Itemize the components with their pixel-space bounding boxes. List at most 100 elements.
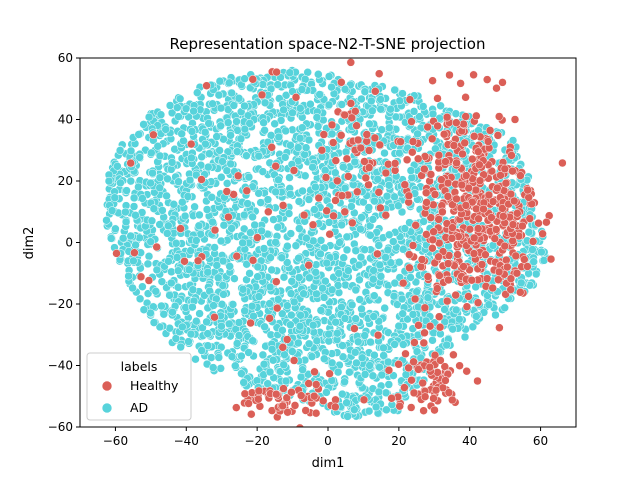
healthy-point xyxy=(448,223,457,232)
ad-point xyxy=(389,237,398,246)
y-tick-label: −40 xyxy=(48,359,73,373)
ad-point xyxy=(260,126,269,135)
ad-point xyxy=(163,229,172,238)
healthy-point xyxy=(456,79,465,88)
healthy-point xyxy=(375,140,385,150)
ad-point xyxy=(306,99,315,109)
healthy-point xyxy=(362,130,372,139)
ad-point xyxy=(267,265,276,275)
ad-point xyxy=(237,369,246,378)
ad-point xyxy=(240,101,249,111)
healthy-point xyxy=(271,389,281,399)
ad-point xyxy=(340,377,349,387)
ad-point xyxy=(227,352,237,361)
healthy-point xyxy=(452,194,461,204)
healthy-point xyxy=(406,403,416,412)
healthy-point xyxy=(374,69,384,78)
healthy-point xyxy=(353,187,362,197)
healthy-point xyxy=(401,349,410,359)
healthy-point xyxy=(420,328,429,338)
ad-point xyxy=(342,398,351,407)
healthy-point xyxy=(472,111,481,121)
healthy-point xyxy=(248,256,258,265)
ad-point xyxy=(174,112,183,121)
healthy-point xyxy=(447,234,457,243)
ad-point xyxy=(254,292,264,301)
ad-point xyxy=(113,162,122,171)
healthy-point xyxy=(501,178,511,188)
ad-point xyxy=(174,177,183,186)
healthy-point xyxy=(498,78,507,87)
ad-point xyxy=(351,314,360,323)
ad-point xyxy=(184,337,193,346)
healthy-point xyxy=(396,137,405,146)
healthy-point xyxy=(443,178,453,188)
ad-point xyxy=(149,318,159,327)
ad-point xyxy=(237,351,246,361)
ad-point xyxy=(203,329,212,338)
healthy-point xyxy=(510,115,520,124)
healthy-point xyxy=(400,383,409,392)
healthy-point xyxy=(404,191,414,201)
ad-point xyxy=(238,285,248,294)
healthy-point xyxy=(482,75,492,84)
healthy-point xyxy=(272,303,282,313)
ad-point xyxy=(126,231,135,241)
healthy-point xyxy=(425,362,435,372)
healthy-point xyxy=(347,113,357,123)
ad-point xyxy=(188,302,197,312)
healthy-point xyxy=(420,392,430,401)
healthy-point xyxy=(508,236,517,246)
ad-point xyxy=(217,172,226,182)
healthy-point xyxy=(272,277,281,286)
healthy-point xyxy=(444,388,454,397)
ad-point xyxy=(296,372,306,382)
ad-point xyxy=(308,162,317,172)
healthy-point xyxy=(331,402,340,412)
healthy-point xyxy=(350,324,359,333)
ad-point xyxy=(377,125,386,134)
ad-point xyxy=(399,340,408,349)
ad-point xyxy=(254,151,264,161)
healthy-point xyxy=(542,217,551,227)
healthy-point xyxy=(429,394,438,403)
ad-point xyxy=(529,257,538,266)
healthy-point xyxy=(373,249,382,259)
ad-point xyxy=(282,258,292,267)
healthy-point xyxy=(384,366,394,375)
ad-point xyxy=(158,206,167,215)
ad-point xyxy=(225,262,234,271)
ad-point xyxy=(500,303,509,313)
ad-point xyxy=(353,337,363,347)
ad-point xyxy=(166,165,176,174)
ad-point xyxy=(110,193,120,202)
ad-point xyxy=(240,74,249,83)
ad-point xyxy=(144,252,154,261)
ad-point xyxy=(294,253,303,263)
ad-point xyxy=(394,201,403,210)
ad-point xyxy=(147,148,156,158)
ad-point xyxy=(186,329,196,339)
ad-point xyxy=(185,175,195,185)
ad-point xyxy=(202,205,212,214)
ad-point xyxy=(312,113,322,122)
ad-point xyxy=(384,380,394,389)
y-tick-label: −60 xyxy=(48,420,73,434)
ad-point xyxy=(406,166,416,175)
x-axis-ticks: −60 −40 −20 0 20 40 60 xyxy=(103,427,548,448)
ad-point xyxy=(201,139,210,149)
healthy-point xyxy=(352,121,361,130)
healthy-point xyxy=(331,196,340,205)
ad-point xyxy=(360,87,370,96)
x-tick-label: 60 xyxy=(533,434,548,448)
ad-point xyxy=(104,176,114,186)
ad-point xyxy=(360,331,369,340)
ad-point xyxy=(155,183,164,193)
ad-point xyxy=(198,323,207,333)
healthy-point xyxy=(488,283,497,293)
ad-point xyxy=(314,70,323,79)
healthy-point xyxy=(490,234,500,243)
healthy-point xyxy=(144,276,154,285)
healthy-point xyxy=(434,312,444,321)
ad-point xyxy=(385,123,394,133)
